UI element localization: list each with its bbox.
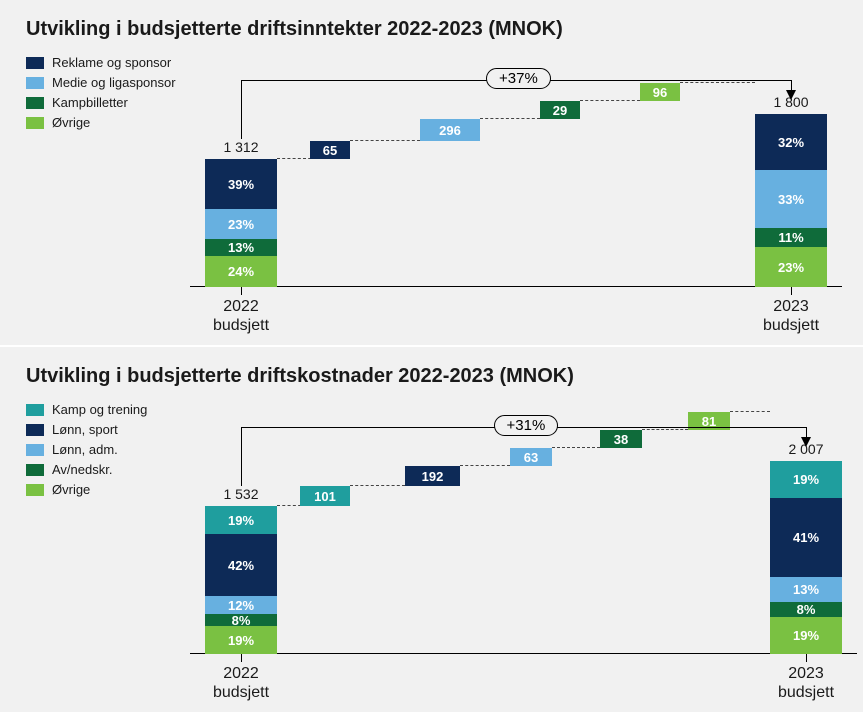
baseline bbox=[190, 286, 842, 287]
stack-segment: 8% bbox=[205, 614, 277, 626]
axis-tick bbox=[791, 287, 792, 295]
step-box: 65 bbox=[310, 141, 350, 159]
legend-swatch bbox=[26, 464, 44, 476]
legend-label: Kamp og trening bbox=[52, 402, 147, 417]
stack-segment: 32% bbox=[755, 114, 827, 170]
step-box: 96 bbox=[640, 83, 680, 101]
revenue-chart-area: Reklame og sponsor Medie og ligasponsor Ka… bbox=[20, 55, 843, 335]
legend-label: Reklame og sponsor bbox=[52, 55, 171, 70]
cost-legend-item: Lønn, adm. bbox=[26, 442, 147, 457]
connector-dash bbox=[350, 485, 405, 486]
axis-label: 2023budsjett bbox=[746, 665, 863, 702]
step-box: 38 bbox=[600, 430, 642, 448]
legend-swatch bbox=[26, 77, 44, 89]
connector-dash bbox=[552, 447, 600, 448]
stack-total: 1 312 bbox=[205, 139, 277, 155]
cost-legend-item: Kamp og trening bbox=[26, 402, 147, 417]
cost-legend-item: Øvrige bbox=[26, 482, 147, 497]
stack-segment: 13% bbox=[770, 577, 842, 602]
step-box: 101 bbox=[300, 486, 350, 506]
stack-total: 1 532 bbox=[205, 486, 277, 502]
arrowhead-icon bbox=[786, 90, 796, 100]
connector-dash bbox=[730, 411, 770, 412]
legend-label: Lønn, sport bbox=[52, 422, 118, 437]
bracket-line bbox=[806, 427, 807, 437]
legend-swatch bbox=[26, 404, 44, 416]
stack-segment: 41% bbox=[770, 498, 842, 577]
axis-tick bbox=[806, 654, 807, 662]
stack-segment: 23% bbox=[755, 247, 827, 287]
stack-segment: 13% bbox=[205, 239, 277, 256]
legend-swatch bbox=[26, 444, 44, 456]
connector-dash bbox=[350, 140, 420, 141]
cost-title: Utvikling i budsjetterte driftskostnader… bbox=[26, 365, 843, 388]
stack-segment: 11% bbox=[755, 228, 827, 247]
connector-dash bbox=[580, 100, 640, 101]
growth-callout: +37% bbox=[486, 68, 551, 89]
legend-label: Øvrige bbox=[52, 115, 90, 130]
axis-tick bbox=[241, 287, 242, 295]
stack-segment: 19% bbox=[205, 506, 277, 534]
cost-legend-item: Av/nedskr. bbox=[26, 462, 147, 477]
legend-label: Øvrige bbox=[52, 482, 90, 497]
axis-label: 2022budsjett bbox=[181, 298, 301, 335]
revenue-legend-item: Medie og ligasponsor bbox=[26, 75, 176, 90]
revenue-left-stack: 1 31239%23%13%24% bbox=[205, 159, 277, 287]
stack-segment: 12% bbox=[205, 596, 277, 614]
legend-label: Lønn, adm. bbox=[52, 442, 118, 457]
legend-label: Medie og ligasponsor bbox=[52, 75, 176, 90]
arrowhead-icon bbox=[801, 437, 811, 447]
legend-swatch bbox=[26, 424, 44, 436]
growth-callout: +31% bbox=[494, 415, 559, 436]
stack-segment: 19% bbox=[205, 626, 277, 654]
revenue-legend-item: Øvrige bbox=[26, 115, 176, 130]
connector-dash bbox=[460, 465, 510, 466]
stack-segment: 33% bbox=[755, 170, 827, 228]
connector-dash bbox=[680, 82, 755, 83]
step-box: 192 bbox=[405, 466, 460, 486]
axis-label: 2022budsjett bbox=[181, 665, 301, 702]
bracket-line bbox=[241, 80, 242, 139]
stack-segment: 42% bbox=[205, 534, 277, 596]
stack-segment: 8% bbox=[770, 602, 842, 617]
revenue-right-stack: 1 80032%33%11%23% bbox=[755, 114, 827, 287]
cost-legend-item: Lønn, sport bbox=[26, 422, 147, 437]
baseline bbox=[190, 653, 857, 654]
step-box: 296 bbox=[420, 119, 480, 141]
revenue-title: Utvikling i budsjetterte driftsinntekter… bbox=[26, 18, 843, 41]
legend-swatch bbox=[26, 484, 44, 496]
revenue-legend-item: Kampbilletter bbox=[26, 95, 176, 110]
revenue-panel: Utvikling i budsjetterte driftsinntekter… bbox=[0, 0, 863, 345]
legend-label: Av/nedskr. bbox=[52, 462, 112, 477]
stack-segment: 23% bbox=[205, 209, 277, 239]
revenue-legend-item: Reklame og sponsor bbox=[26, 55, 176, 70]
cost-left-stack: 1 53219%42%12%8%19% bbox=[205, 506, 277, 654]
bracket-line bbox=[241, 427, 242, 486]
stack-segment: 39% bbox=[205, 159, 277, 209]
legend-swatch bbox=[26, 97, 44, 109]
legend-label: Kampbilletter bbox=[52, 95, 128, 110]
cost-panel: Utvikling i budsjetterte driftskostnader… bbox=[0, 347, 863, 712]
stack-segment: 19% bbox=[770, 461, 842, 498]
revenue-legend: Reklame og sponsor Medie og ligasponsor Ka… bbox=[26, 55, 176, 135]
stack-segment: 19% bbox=[770, 617, 842, 654]
step-box: 63 bbox=[510, 448, 552, 466]
legend-swatch bbox=[26, 117, 44, 129]
bracket-line bbox=[791, 80, 792, 90]
step-box: 29 bbox=[540, 101, 580, 119]
stack-segment: 24% bbox=[205, 256, 277, 287]
connector-dash bbox=[480, 118, 540, 119]
legend-swatch bbox=[26, 57, 44, 69]
cost-chart-area: Kamp og trening Lønn, sport Lønn, adm. Av/n… bbox=[20, 402, 843, 702]
cost-legend: Kamp og trening Lønn, sport Lønn, adm. Av/n… bbox=[26, 402, 147, 502]
cost-right-stack: 2 00719%41%13%8%19% bbox=[770, 461, 842, 654]
connector-dash bbox=[642, 429, 688, 430]
axis-label: 2023budsjett bbox=[731, 298, 851, 335]
axis-tick bbox=[241, 654, 242, 662]
